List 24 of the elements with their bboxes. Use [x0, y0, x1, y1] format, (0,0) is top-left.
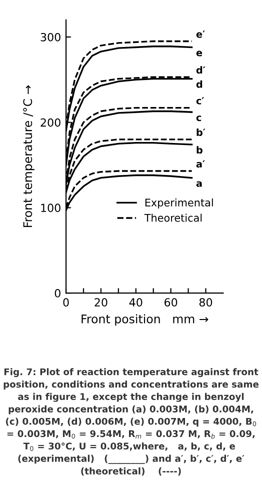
y-tick-label: 0 [54, 289, 60, 298]
series-label: a′ [196, 160, 205, 168]
series-label: c′ [196, 97, 204, 104]
series-label: a [196, 181, 202, 187]
series-label: c [196, 116, 202, 122]
y-tick-label: 200 [40, 118, 60, 127]
series-label: b′ [196, 128, 206, 136]
series-label: d [196, 80, 202, 88]
x-tick-label: 0 [63, 298, 69, 307]
x-tick-label: 40 [129, 298, 142, 307]
x-axis-title: Front position mm → [82, 314, 208, 326]
x-tick-label: 60 [164, 298, 178, 307]
annotation: Theoretical [144, 214, 202, 222]
annotation: Experimental [145, 198, 213, 209]
series-label: d′ [196, 66, 206, 74]
y-axis-title: Front temperature /°C → [23, 85, 34, 227]
series-label: e [196, 50, 202, 56]
y-tick-label: 300 [40, 32, 60, 42]
x-tick-label: 80 [199, 298, 212, 307]
y-tick-label: 100 [41, 204, 60, 212]
x-tick-label: 20 [94, 298, 108, 307]
series-label: e′ [196, 30, 205, 38]
text: Fig. 7: Plot of reaction temperature against front position, conditions and concentrations are same as in figure 1, except the change in benzoyl peroxide concentration (a) 0.003M, (b) 0.004M, (c) 0.005M, (d) 0.006M, (e) 0.007M, q = 4000, B$_{0}$ = 0.003M, M$_{0}$ = 9.54M, R$_{m}$ = 0.037 M, R$_{b}$ = 0.09, T$_{0}$ = 30°C, U = 0.085,where, a, b, c, d, e (experimental) (________) and a′, b′, c′, d′, e′ (theoretical) (----) [4, 368, 259, 476]
series-label: b [196, 146, 202, 154]
